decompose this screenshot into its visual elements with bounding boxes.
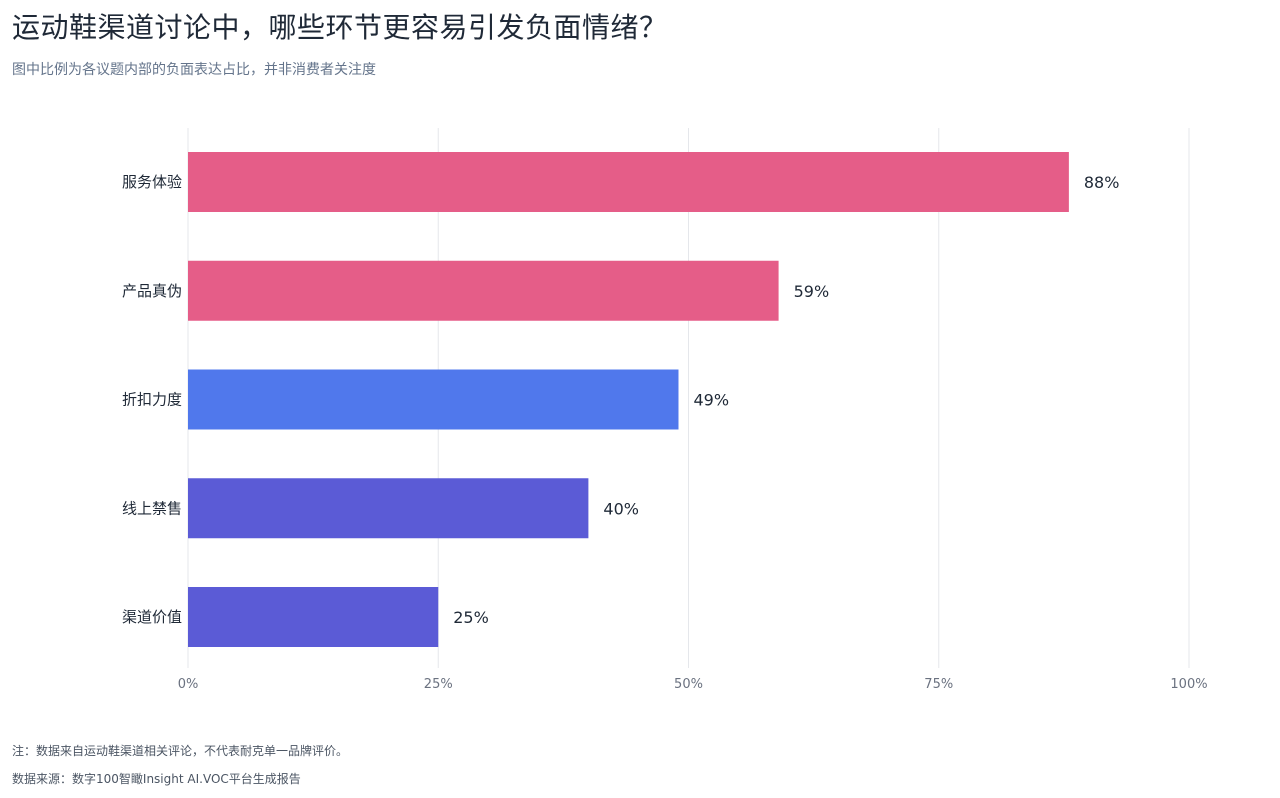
value-label: 25% [453,608,489,627]
labels: 0% 25% 50% 75% 100% 服务体验 88% 产品真伪 59% 折扣力度 49% 线上禁售… [122,173,1208,692]
bars [188,152,1069,647]
page-subtitle: 图中比例为各议题内部的负面表达占比，并非消费者关注度 [12,62,376,78]
bar [188,478,589,539]
x-tick-label: 50% [674,677,703,692]
value-label: 49% [693,391,729,410]
bar [188,369,679,430]
bar [188,152,1069,212]
x-tick-label: 0% [178,677,199,692]
data-source: 数据来源：数字100智瞰Insight AI.VOC平台生成报告 [12,772,301,786]
value-label: 59% [794,282,830,301]
category-label: 服务体验 [122,173,182,191]
value-label: 40% [603,499,639,518]
category-label: 折扣力度 [122,391,182,409]
value-label: 88% [1084,173,1120,192]
x-tick-label: 100% [1170,677,1207,692]
x-tick-label: 75% [924,677,953,692]
category-label: 产品真伪 [122,282,182,300]
category-label: 渠道价值 [122,608,182,626]
category-label: 线上禁售 [122,499,182,517]
bar [188,587,439,647]
footnote: 注：数据来自运动鞋渠道相关评论，不代表耐克单一品牌评价。 [12,744,349,758]
bar [188,260,779,321]
page-title: 运动鞋渠道讨论中，哪些环节更容易引发负面情绪？ [12,11,668,44]
x-tick-label: 25% [424,677,453,692]
